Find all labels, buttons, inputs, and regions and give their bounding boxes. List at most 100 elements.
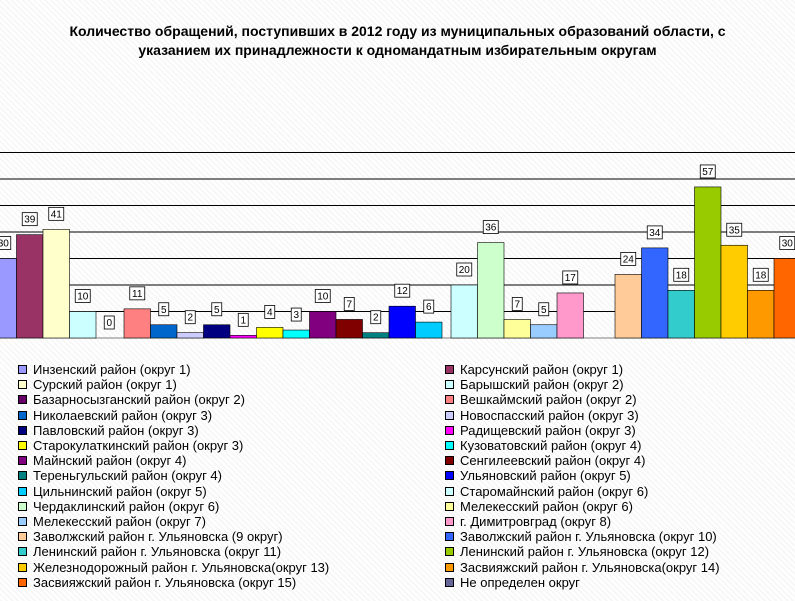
data-label-box [620, 251, 637, 266]
data-label-box [74, 289, 91, 303]
data-label: 35 [729, 225, 741, 236]
data-label: 57 [702, 167, 714, 178]
data-label: 20 [459, 265, 471, 276]
legend-swatch [18, 501, 27, 511]
legend-swatch [445, 501, 454, 511]
data-label-box [673, 267, 690, 282]
data-label-box [237, 312, 249, 327]
bar [309, 311, 337, 339]
legend-label: Сенгилеевский район (округ 4) [460, 453, 646, 469]
data-label: 3 [293, 310, 299, 321]
legend-swatch [18, 577, 27, 587]
legend-label: Вешкаймский район (округ 2) [460, 392, 637, 408]
bar [747, 289, 775, 339]
legend-label: Старокулаткинский район (округ 3) [33, 438, 244, 453]
legend-item: Мелекесский район (округ 7) [6, 514, 206, 529]
data-label: 1 [240, 315, 246, 326]
data-label-box [646, 225, 663, 240]
legend-label: Цильнинский район (округ 5) [33, 483, 207, 499]
data-label-box [538, 302, 550, 317]
bar [477, 242, 505, 339]
legend-swatch [18, 532, 27, 542]
bar [362, 332, 390, 339]
legend-label: Старомайнский район (округ 6) [460, 483, 649, 499]
legend-item: Цильнинский район (округ 5) [6, 484, 207, 499]
bar [42, 229, 70, 339]
legend-swatch [445, 562, 454, 572]
legend-swatch [18, 456, 27, 466]
legend-swatch [18, 471, 27, 481]
data-label: 7 [346, 299, 352, 310]
chart-title: Количество обращений, поступивших в 2012… [0, 22, 795, 60]
bar [667, 289, 695, 339]
legend-swatch [445, 577, 454, 587]
legend-label: Мелекесский район (округ 7) [33, 514, 206, 529]
legend-label: Мелекесский район (округ 6) [460, 498, 633, 514]
legend-swatch [445, 395, 454, 405]
legend-swatch [18, 395, 27, 405]
legend-label: Засвияжский район г. Ульяновска (округ 1… [33, 574, 297, 590]
data-label-box [264, 304, 276, 319]
bar [388, 305, 416, 339]
legend-item: Кузоватовский район (округ 4) [433, 438, 641, 453]
bar [203, 324, 231, 339]
legend-label: Заволжский район г. Ульяновска (округ 10… [460, 529, 717, 545]
bar [150, 324, 178, 339]
data-label: 17 [565, 273, 577, 284]
legend-item: Радищевский район (округ 3) [433, 423, 636, 438]
legend-item: Барышский район (округ 2) [433, 377, 624, 392]
legend-swatch [18, 547, 27, 557]
legend-item: Майнский район (округ 4) [6, 453, 186, 468]
bars [0, 186, 795, 339]
legend-label: Радищевский район (округ 3) [460, 422, 636, 438]
data-label: 30 [0, 239, 9, 250]
data-label-box [48, 206, 65, 221]
legend-item: Базарносызганский район (округ 2) [6, 392, 245, 407]
legend-item: Ульяновский район (округ 5) [433, 468, 631, 483]
data-label-box [699, 164, 716, 179]
bar [123, 308, 151, 339]
legend-item: Заволжский район г. Ульяновска (9 округ) [6, 529, 283, 544]
data-label-box [394, 283, 411, 298]
legend-label: Железнодорожный район г. Ульяновска(окру… [33, 559, 330, 575]
legend-item: Павловский район (округ 3) [6, 423, 199, 438]
bar [450, 284, 478, 339]
legend-item: г. Димитровград (округ 8) [433, 514, 611, 529]
bar [720, 244, 748, 339]
legend-swatch [18, 365, 27, 374]
data-label: 39 [24, 215, 36, 226]
data-label: 24 [623, 254, 635, 265]
bar [556, 292, 584, 339]
legend-swatch [18, 562, 27, 572]
legend-label: Барышский район (округ 2) [460, 377, 624, 393]
data-label: 6 [426, 302, 432, 313]
legend-label: Не определен округ [460, 574, 580, 590]
legend-swatch [18, 410, 27, 420]
data-label-box [211, 302, 223, 317]
data-label-box [129, 286, 146, 301]
legend-swatch [445, 532, 454, 542]
legend-label: Карсунский район (округ 1) [460, 362, 624, 377]
legend-swatch [445, 380, 454, 390]
legend-label: Ульяновский район (округ 5) [460, 468, 631, 484]
legend-swatch [18, 380, 27, 390]
legend-item: Засвияжский район г. Ульяновска(округ 14… [433, 560, 720, 575]
legend-label: Тереньгульский район (округ 4) [33, 468, 222, 484]
legend-item: Сурский район (округ 1) [6, 377, 177, 392]
legend-item: Николаевский район (округ 3) [6, 408, 212, 423]
legend-label: Павловский район (округ 3) [33, 422, 199, 438]
data-label: 5 [161, 305, 167, 316]
legend-item: Заволжский район г. Ульяновска (округ 10… [433, 529, 717, 544]
legend-item: Засвияжский район г. Ульяновска (округ 1… [6, 575, 296, 590]
legend-item: Новоспасский район (округ 3) [433, 408, 639, 423]
legend-label: Сурский район (округ 1) [33, 377, 177, 393]
data-label: 11 [132, 289, 143, 300]
bar [256, 327, 284, 339]
data-label: 10 [317, 292, 329, 303]
data-label-box [184, 310, 196, 325]
legend-swatch [445, 441, 454, 450]
bar [229, 335, 257, 339]
bar [176, 332, 204, 339]
data-label-box [562, 270, 579, 285]
